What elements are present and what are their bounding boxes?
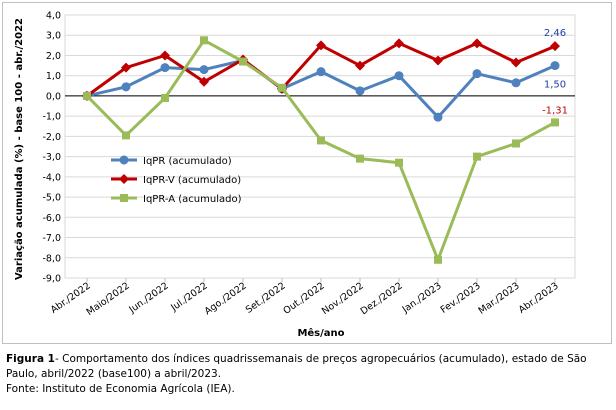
- y-tick-label: 0,0: [46, 91, 61, 102]
- figure-label: Figura 1: [6, 353, 55, 365]
- x-tick-label: Abr./2023: [517, 280, 561, 315]
- data-point: [239, 57, 247, 66]
- figure-caption: Figura 1- Comportamento dos índices quad…: [6, 352, 610, 397]
- data-point: [161, 93, 169, 102]
- data-point: [122, 131, 130, 140]
- legend-entry: IqPR (acumulado): [143, 156, 232, 167]
- data-label: 2,46: [544, 28, 566, 39]
- data-point: [316, 40, 326, 51]
- data-point: [512, 139, 520, 148]
- chart-frame: 4,0 3,0 2,0 1,0 0,0 -1,0 -2,0 -3,0 -4,0 -5,0 -6,0 -…: [2, 2, 612, 344]
- y-tick-label: -9,0: [42, 274, 61, 285]
- series-lines: [82, 36, 560, 264]
- series-3: [83, 36, 559, 264]
- data-point: [83, 91, 91, 100]
- y-tick-label: -1,0: [42, 112, 61, 123]
- y-tick-label: -4,0: [42, 172, 61, 183]
- data-point: [395, 158, 403, 167]
- data-point: [433, 55, 443, 66]
- x-axis-ticks: Abr./2022Maio/2022Jun./2022Jul./2022Ago.…: [49, 278, 561, 318]
- data-label: -1,31: [542, 105, 568, 116]
- data-point: [317, 136, 325, 145]
- data-point: [119, 174, 129, 184]
- data-point: [160, 50, 170, 61]
- y-tick-label: 4,0: [46, 11, 61, 22]
- x-axis-title: Mês/ano: [297, 327, 344, 339]
- data-point: [550, 61, 560, 71]
- y-tick-label: -8,0: [42, 253, 61, 264]
- data-point: [511, 57, 521, 68]
- data-point: [199, 65, 209, 75]
- legend-entry: IqPR-V (acumulado): [143, 175, 241, 186]
- data-point: [394, 38, 404, 49]
- y-tick-label: -6,0: [42, 213, 61, 224]
- data-point: [434, 255, 442, 264]
- data-point: [472, 38, 482, 49]
- data-point: [355, 60, 365, 71]
- data-point: [121, 62, 131, 73]
- x-tick-label: Out./2022: [281, 280, 326, 316]
- line-chart: 4,0 3,0 2,0 1,0 0,0 -1,0 -2,0 -3,0 -4,0 -5,0 -6,0 -…: [14, 11, 576, 339]
- y-tick-label: 2,0: [46, 51, 61, 62]
- x-tick-label: Set./2022: [244, 280, 288, 315]
- y-tick-label: -3,0: [42, 152, 61, 163]
- data-point: [199, 76, 209, 87]
- y-tick-label: 1,0: [46, 71, 61, 82]
- source-note: Fonte: Instituto de Economia Agrícola (I…: [6, 383, 235, 395]
- data-point: [394, 71, 404, 81]
- data-point: [316, 67, 326, 77]
- data-point: [121, 82, 131, 92]
- x-tick-label: Ago./2022: [203, 280, 249, 317]
- y-tick-label: 3,0: [46, 31, 61, 42]
- x-tick-label: Dez./2022: [359, 280, 405, 317]
- data-label: 1,50: [544, 80, 566, 91]
- data-labels: 1,50 2,46 -1,31: [542, 28, 568, 116]
- y-axis-title: Variação acumulada (%) - base 100 - abr.…: [14, 18, 25, 280]
- plot-border: [64, 14, 576, 279]
- data-point: [278, 83, 286, 92]
- x-tick-label: Fev./2023: [439, 280, 483, 315]
- data-point: [355, 86, 365, 96]
- data-point: [472, 69, 482, 79]
- data-point: [550, 41, 560, 52]
- data-point: [160, 63, 170, 73]
- data-point: [119, 155, 129, 165]
- legend: IqPR (acumulado) IqPR-V (acumulado) IqPR-A…: [111, 155, 242, 205]
- data-point: [356, 154, 364, 163]
- y-axis-ticks: 4,0 3,0 2,0 1,0 0,0 -1,0 -2,0 -3,0 -4,0 -5,0 -6,0 -…: [42, 11, 61, 285]
- y-tick-label: -7,0: [42, 233, 61, 244]
- legend-entry: IqPR-A (acumulado): [143, 194, 242, 205]
- data-point: [511, 78, 521, 88]
- series-1: [82, 56, 560, 122]
- caption-text: - Comportamento dos índices quadrisseman…: [6, 353, 587, 380]
- x-tick-label: Mar./2023: [477, 280, 522, 316]
- x-tick-label: Nov./2022: [320, 280, 366, 317]
- x-tick-label: Jun./2022: [127, 280, 171, 316]
- data-point: [473, 152, 481, 161]
- data-point: [551, 118, 559, 127]
- y-tick-label: -5,0: [42, 193, 61, 204]
- x-tick-label: Maio/2022: [85, 280, 132, 318]
- x-tick-label: Jan./2023: [400, 280, 444, 315]
- data-point: [200, 36, 208, 45]
- data-point: [120, 194, 128, 202]
- y-tick-label: -2,0: [42, 132, 61, 143]
- data-point: [433, 112, 443, 122]
